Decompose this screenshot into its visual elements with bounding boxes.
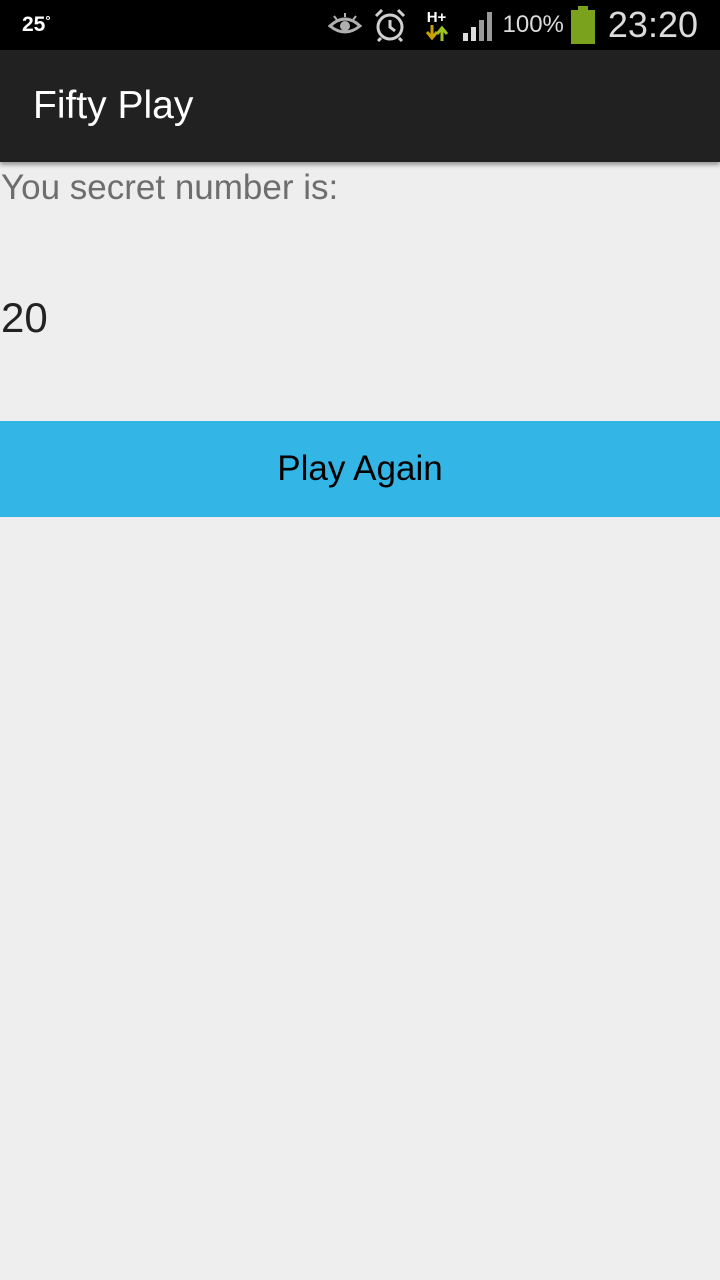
secret-number-value: 20 bbox=[1, 294, 48, 341]
battery-percent: 100% bbox=[502, 11, 564, 38]
clock: 23:20 bbox=[607, 4, 698, 45]
alarm-clock-icon bbox=[365, 8, 415, 42]
network-type-label: H+ bbox=[426, 8, 447, 26]
eye-icon bbox=[325, 13, 365, 37]
data-arrows-icon bbox=[425, 24, 448, 41]
signal-icon bbox=[459, 9, 499, 41]
play-again-button[interactable]: Play Again bbox=[0, 421, 720, 517]
action-bar: Fifty Play bbox=[0, 50, 720, 162]
status-icons: H+ 100% 23:20 bbox=[325, 0, 720, 50]
temperature-indicator: 25° bbox=[22, 13, 51, 37]
status-bar: 25° H+ bbox=[0, 0, 720, 50]
secret-number-label: You secret number is: bbox=[1, 168, 339, 207]
degree-symbol: ° bbox=[45, 13, 51, 28]
battery-icon bbox=[568, 6, 598, 44]
temperature-value: 25 bbox=[22, 13, 46, 36]
network-hplus-icon: H+ bbox=[415, 10, 459, 41]
app-title: Fifty Play bbox=[33, 84, 194, 127]
